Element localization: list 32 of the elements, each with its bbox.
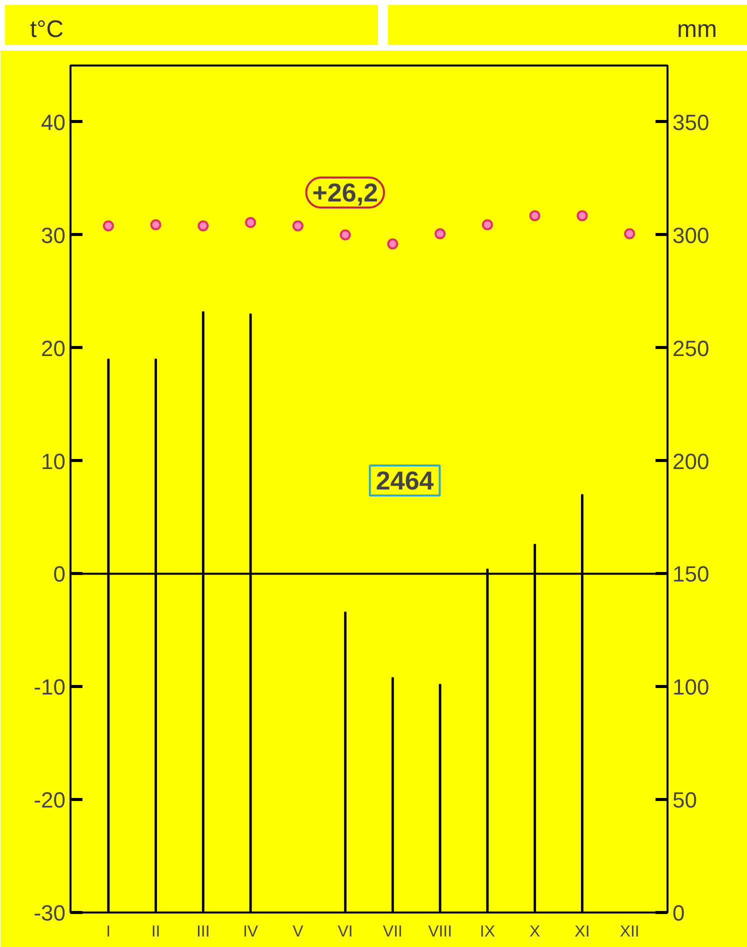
x-tick-label: IV [242,924,258,940]
y2-tick-label: 300 [672,222,710,248]
y-tick-label: -20 [34,788,66,813]
y2-tick-label: 350 [672,110,710,135]
y-tick-label: 20 [41,336,66,361]
y-tick-label: -10 [34,674,66,700]
x-tick-label: XII [620,924,640,940]
annotation: 2464 [376,466,434,496]
y2-tick-label: 150 [672,562,710,587]
x-tick-label: VI [338,924,353,940]
x-tick-label: XI [574,924,590,940]
y-tick-label: 0 [53,562,66,587]
x-tick-label: IX [480,924,496,940]
y2-tick-label: 50 [672,788,697,813]
y2-tick-label: 250 [672,336,710,361]
y-tick-label: 40 [41,110,66,135]
x-tick-label: X [529,924,540,940]
x-tick-label: III [196,924,210,940]
x-tick-label: V [292,924,304,940]
y-tick-label: 10 [41,448,66,474]
y2-tick-label: 0 [672,900,685,926]
x-tick-label: II [151,924,160,940]
y2-tick-label: 100 [672,674,710,700]
y2-tick-label: 200 [672,448,710,474]
x-tick-label: I [106,924,111,940]
y-tick-label: 30 [41,222,66,248]
y-axis-title: t°C [30,15,64,45]
x-tick-label: VII [382,924,402,940]
y-tick-label: -30 [34,900,66,926]
x-tick-label: VIII [428,924,452,940]
y2-axis-title: mm [677,15,717,45]
annotation: +26,2 [312,178,378,208]
